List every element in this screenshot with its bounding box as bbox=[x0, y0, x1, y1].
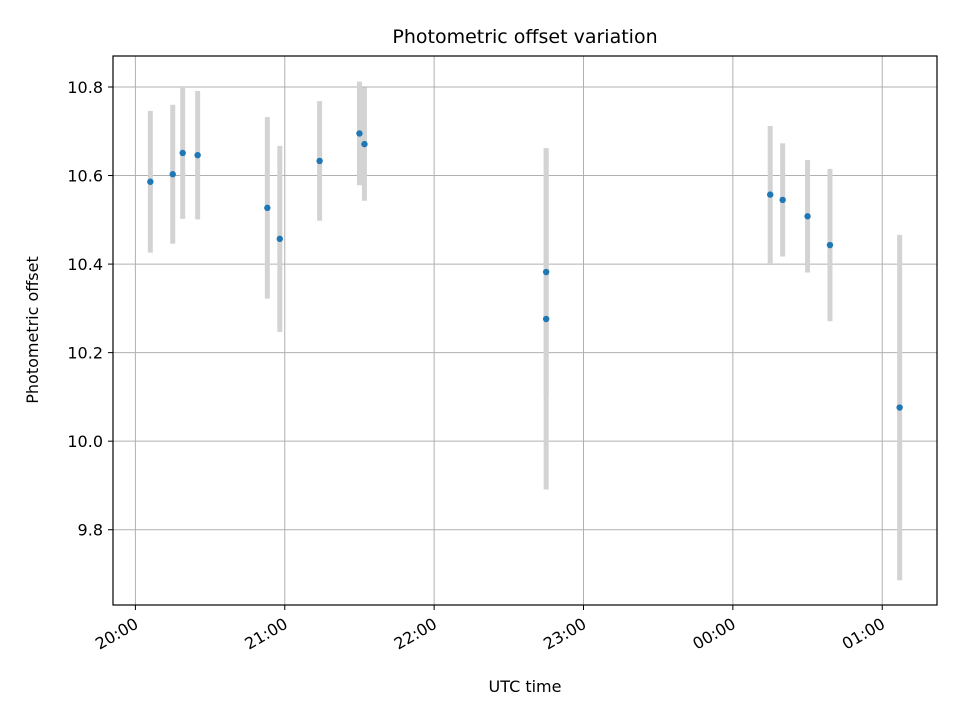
plot-frame bbox=[112, 55, 938, 606]
data-point bbox=[804, 213, 811, 220]
y-tick-label: 10.0 bbox=[67, 432, 103, 451]
y-tick-label: 10.4 bbox=[67, 255, 103, 274]
y-tick-label: 9.8 bbox=[78, 521, 103, 540]
data-point bbox=[194, 151, 201, 159]
data-point bbox=[264, 204, 271, 212]
data-point bbox=[826, 241, 834, 249]
y-axis-ticks: 9.8 10.0 10.2 10.4 10.6 10.8 bbox=[67, 78, 113, 540]
data-point bbox=[169, 171, 176, 178]
data-point bbox=[779, 196, 786, 204]
data-point bbox=[767, 191, 774, 198]
data-point bbox=[276, 235, 283, 243]
data-points bbox=[147, 130, 903, 411]
y-tick-label: 10.6 bbox=[67, 167, 103, 186]
grid bbox=[113, 56, 937, 605]
data-point bbox=[542, 315, 550, 323]
data-point bbox=[542, 268, 550, 276]
y-axis-label: Photometric offset bbox=[23, 256, 42, 404]
data-point bbox=[361, 140, 368, 148]
data-point bbox=[179, 149, 186, 157]
data-point bbox=[316, 157, 323, 165]
data-point bbox=[896, 404, 903, 411]
chart-title: Photometric offset variation bbox=[392, 26, 657, 48]
y-tick-label: 10.2 bbox=[67, 344, 103, 363]
x-axis-label: UTC time bbox=[489, 677, 562, 696]
data-point bbox=[147, 178, 154, 185]
data-point bbox=[356, 130, 363, 137]
y-tick-label: 10.8 bbox=[67, 78, 103, 97]
